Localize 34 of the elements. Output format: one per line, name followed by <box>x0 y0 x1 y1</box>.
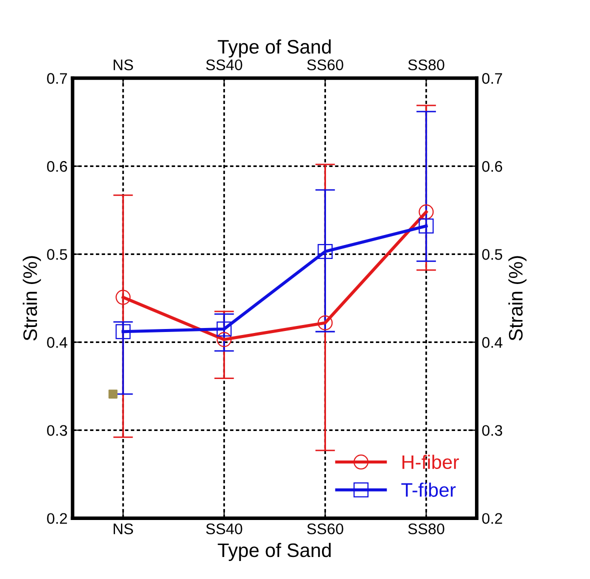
y2-tick-label: 0.3 <box>482 425 502 436</box>
x-tick-label: SS40 <box>206 523 242 534</box>
point <box>318 315 333 330</box>
x-axis-title: Type of Sand <box>218 542 331 561</box>
y-tick-label: 0.6 <box>47 161 68 172</box>
point <box>216 321 232 336</box>
point <box>418 204 434 220</box>
y2-tick-label: 0.5 <box>482 249 502 260</box>
y-tick-label: 0.5 <box>47 249 68 260</box>
y-tick-label: 0.2 <box>47 513 67 524</box>
legend-label: T-fiber <box>401 482 456 497</box>
category-label: NS <box>114 59 133 70</box>
x-tick-label: NS <box>114 523 133 534</box>
point <box>116 324 131 340</box>
y2-tick-label: 0.6 <box>482 161 502 172</box>
x-tick-label: SS60 <box>307 523 344 534</box>
point <box>318 244 333 260</box>
y-tick-label: 0.4 <box>47 337 68 348</box>
x2-axis-title: Type of Sand <box>218 39 331 58</box>
point <box>216 332 232 348</box>
y-tick-label: 0.7 <box>47 73 67 84</box>
x-tick-label: SS80 <box>408 523 444 534</box>
legend-label: H-fiber <box>402 454 459 470</box>
y2-axis-title: Strain (%) <box>508 256 526 341</box>
y-axis-title: Strain (%) <box>22 256 41 341</box>
category-label: SS80 <box>408 59 444 70</box>
category-label: SS40 <box>206 59 242 70</box>
y2-tick-label: 0.4 <box>482 337 502 348</box>
point <box>116 290 131 305</box>
y2-tick-label: 0.7 <box>482 73 502 84</box>
point <box>418 218 434 234</box>
y-tick-label: 0.3 <box>47 425 68 436</box>
y2-tick-label: 0.2 <box>482 513 502 524</box>
category-label: SS60 <box>307 59 344 70</box>
